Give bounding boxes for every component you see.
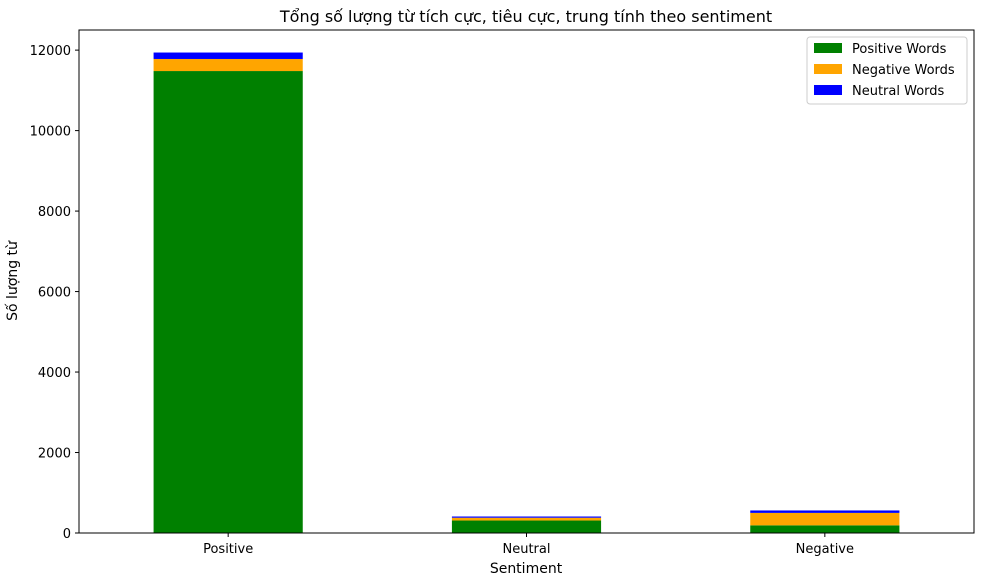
y-tick-label: 6000 <box>38 286 71 301</box>
y-tick-label: 10000 <box>30 125 71 140</box>
bar-negative-negative-words <box>750 512 900 526</box>
x-axis-label: Sentiment <box>490 561 563 577</box>
x-tick-label-positive: Positive <box>203 542 253 557</box>
legend-swatch-neutral-words <box>814 85 842 95</box>
bar-negative-positive-words <box>750 525 900 533</box>
y-axis-ticks: 0 2000 4000 6000 8000 10000 12000 <box>30 44 79 542</box>
bar-neutral-negative-words <box>451 517 602 521</box>
y-axis-label: Số lượng từ <box>4 240 21 321</box>
plot-frame <box>78 29 975 534</box>
legend-label-neutral-words: Neutral Words <box>852 84 945 99</box>
bar-positive-positive-words <box>153 71 303 533</box>
bar-negative-neutral-words <box>750 510 900 513</box>
legend-label-negative-words: Negative Words <box>852 63 955 78</box>
legend: Positive Words Negative Words Neutral Word… <box>806 36 968 105</box>
bar-neutral-positive-words <box>451 520 602 533</box>
x-tick-label-negative: Negative <box>796 542 854 557</box>
bar-positive-neutral-words <box>153 52 303 59</box>
y-tick-label: 12000 <box>30 44 71 59</box>
y-tick-label: 4000 <box>38 366 71 381</box>
bars-layer <box>153 52 900 533</box>
bar-neutral-neutral-words <box>451 516 602 518</box>
y-tick-label: 0 <box>63 527 71 542</box>
x-axis-ticks: Positive Neutral Negative <box>203 533 854 557</box>
y-tick-label: 8000 <box>38 205 71 220</box>
legend-label-positive-words: Positive Words <box>852 42 947 57</box>
y-tick-label: 2000 <box>38 447 71 462</box>
x-tick-label-neutral: Neutral <box>503 542 551 557</box>
legend-box <box>806 36 968 105</box>
bar-positive-negative-words <box>153 58 303 72</box>
chart-title: Tổng số lượng từ tích cực, tiêu cực, tru… <box>279 7 772 26</box>
legend-swatch-positive-words <box>814 43 842 53</box>
legend-swatch-negative-words <box>814 64 842 74</box>
